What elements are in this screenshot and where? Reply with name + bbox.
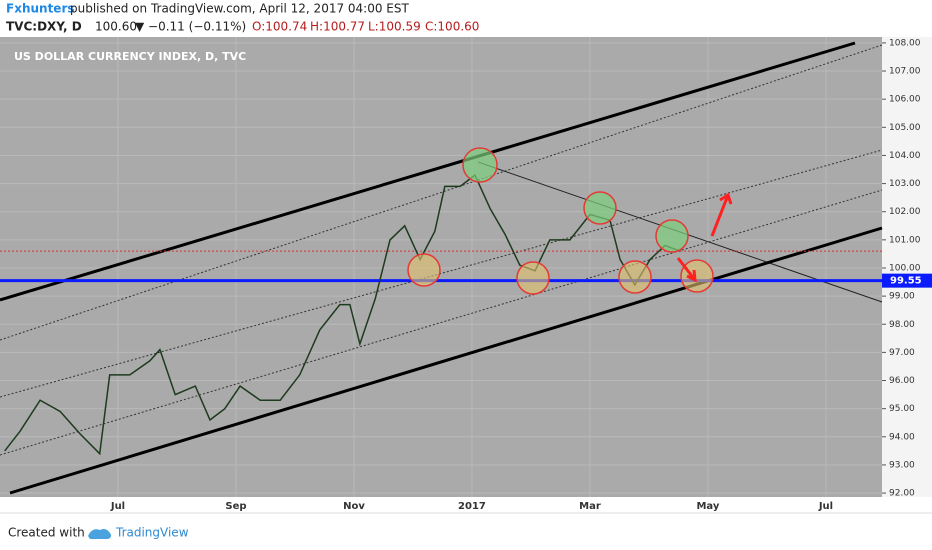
y-tick-label: 92.00 <box>889 489 915 499</box>
published-note: published on TradingView.com, April 12, … <box>70 2 410 16</box>
y-tick-label: 94.00 <box>889 432 915 442</box>
price-line <box>4 173 681 456</box>
y-tick-label: 106.00 <box>889 95 921 105</box>
low: L:100.59 <box>368 20 421 34</box>
y-tick-label: 95.00 <box>889 404 915 414</box>
circle-bottom <box>407 253 441 287</box>
grid <box>0 37 886 497</box>
x-tick-label: 2017 <box>458 501 486 512</box>
plot <box>4 173 681 456</box>
circle-top <box>462 147 498 183</box>
open: O:100.74 <box>252 20 307 34</box>
circle-bottom <box>516 261 550 295</box>
channel-dotted <box>0 189 883 456</box>
x-tick-label: Jul <box>110 501 125 512</box>
arrow-up <box>710 192 733 237</box>
support-label: 99.55 <box>890 276 922 287</box>
footer-text: Created with <box>8 526 85 540</box>
channel-upper <box>0 41 856 302</box>
y-tick-label: 108.00 <box>889 38 921 48</box>
y-tick-label: 105.00 <box>889 123 921 133</box>
x-tick-label: Sep <box>225 501 246 512</box>
change: ▼ −0.11 (−0.11%) <box>135 20 246 34</box>
channel-dotted <box>0 44 883 341</box>
channel-dotted <box>0 149 883 398</box>
circle-bottom <box>680 259 714 293</box>
y-tick-label: 100.00 <box>889 263 921 273</box>
y-tick-label: 96.00 <box>889 376 915 386</box>
logo <box>88 529 112 539</box>
plot-area <box>0 37 882 497</box>
high: H:100.77 <box>310 20 365 34</box>
chart-title: US DOLLAR CURRENCY INDEX, D, TVC <box>14 50 246 63</box>
annotations <box>407 147 733 295</box>
circle-top <box>583 191 617 225</box>
y-tick-label: 101.00 <box>889 235 921 245</box>
y-axis-area <box>882 37 932 497</box>
arrow-down <box>676 257 697 283</box>
y-tick-label: 97.00 <box>889 348 915 358</box>
x-tick-label: Nov <box>343 501 365 512</box>
support-label-box <box>882 273 932 288</box>
y-tick-label: 103.00 <box>889 179 921 189</box>
y-tick-label: 99.00 <box>889 292 915 302</box>
levels <box>0 250 882 283</box>
y-tick-label: 107.00 <box>889 67 921 77</box>
symbol: TVC:DXY, D <box>6 20 82 34</box>
publisher: Fxhunters <box>6 2 75 16</box>
y-tick-label: 98.00 <box>889 320 915 330</box>
close: C:100.60 <box>425 20 479 34</box>
circle-top <box>655 219 689 253</box>
last: 100.60 <box>95 20 137 34</box>
footer-brand[interactable]: TradingView <box>115 526 189 540</box>
y-tick-label: 93.00 <box>889 460 915 470</box>
circle-bottom <box>618 260 652 294</box>
x-tick-label: Jul <box>818 501 833 512</box>
x-tick-label: May <box>696 501 719 512</box>
x-tick-label: Mar <box>579 501 601 512</box>
channel-lower <box>9 226 883 495</box>
y-tick-label: 104.00 <box>889 151 921 161</box>
y-tick-label: 102.00 <box>889 207 921 217</box>
